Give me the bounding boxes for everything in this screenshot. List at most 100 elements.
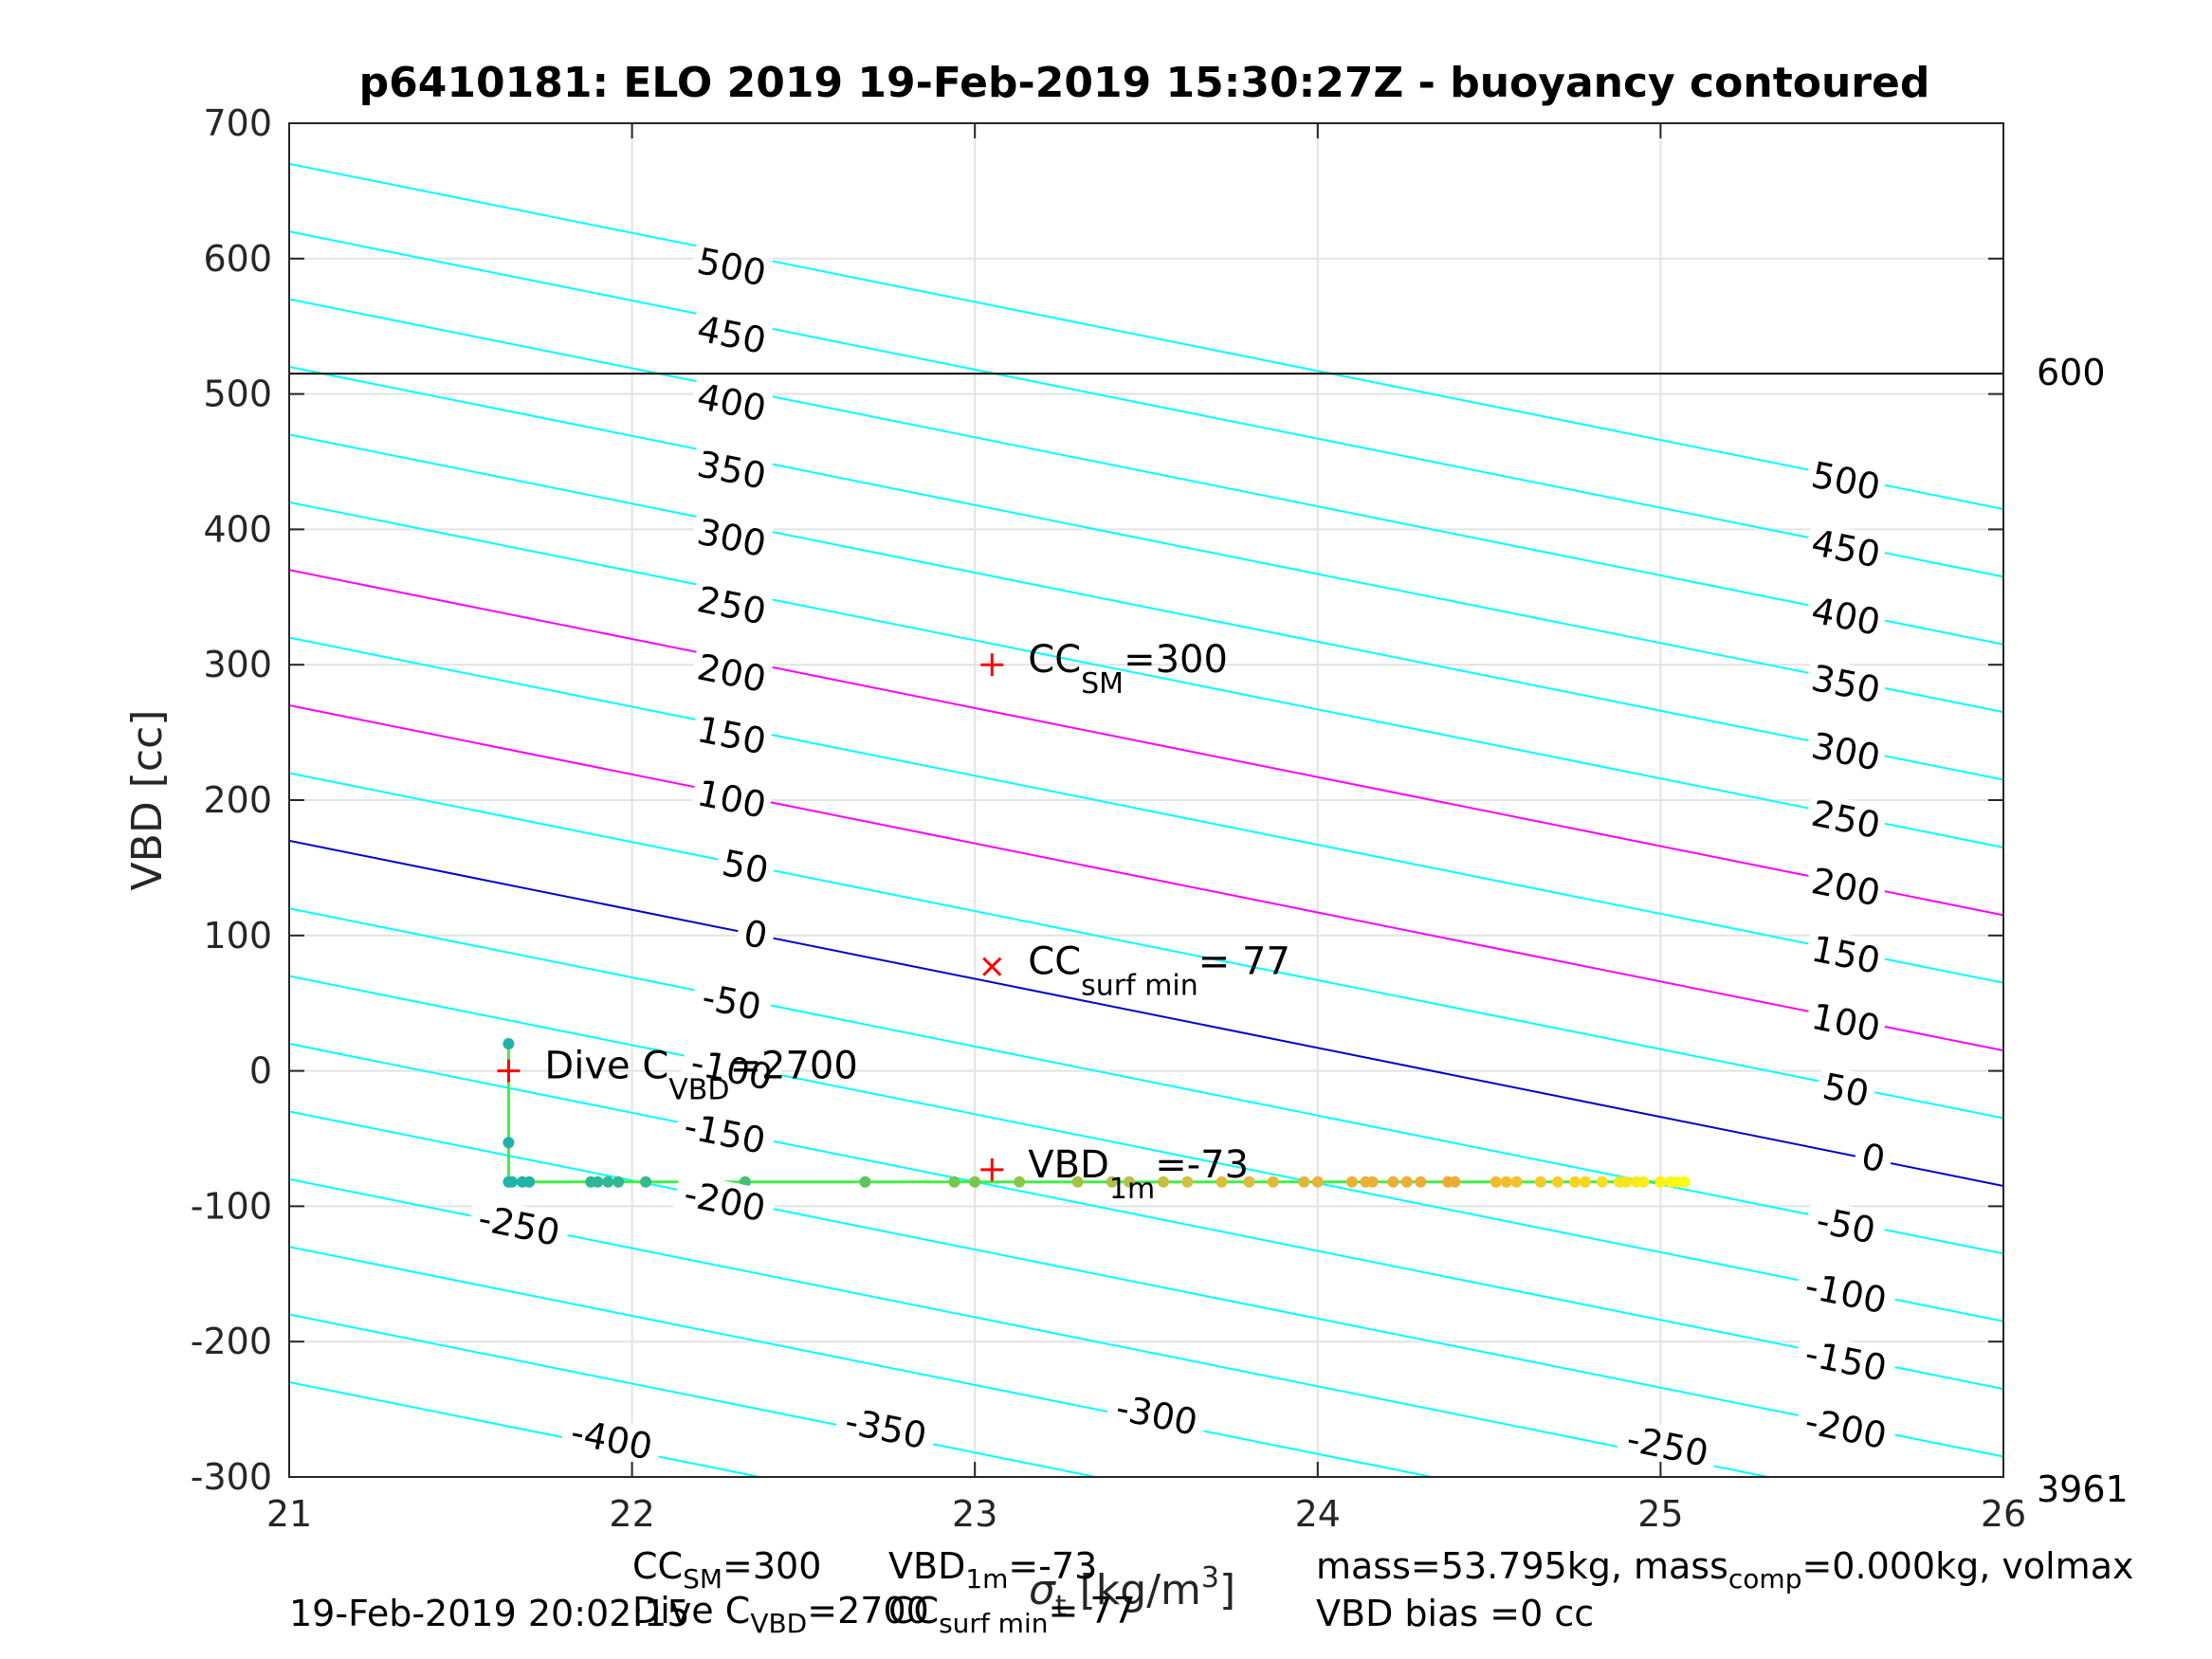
contour-label-right-bg <box>1803 1198 1889 1251</box>
contour-label-right-text: 50 <box>1819 1066 1873 1116</box>
contour-label-left-bg <box>689 374 775 428</box>
data-point <box>503 1137 515 1149</box>
y-tick-label: 0 <box>249 1050 272 1092</box>
data-point <box>640 1176 652 1188</box>
marker-label-main: CC <box>1028 940 1081 984</box>
footer-vbd-1m-main: VBD <box>888 1545 965 1587</box>
footer-vbd-1m-value: =-73 <box>1008 1545 1097 1587</box>
contour-label-left: 50 <box>713 841 777 892</box>
bottom-right-label: 3961 <box>2037 1468 2129 1510</box>
data-point <box>1267 1176 1279 1188</box>
contour-150 <box>289 636 2003 984</box>
contour-label-left-bg <box>466 1195 572 1253</box>
contour--250 <box>289 1177 1773 1477</box>
hline-right-label: 600 <box>2037 352 2106 393</box>
contour-label-right: 50 <box>1814 1065 1878 1116</box>
marker-label-sub: VBD <box>668 1074 729 1107</box>
contour-label-left-bg <box>689 443 775 496</box>
footer-cc-sm-value: =300 <box>722 1545 821 1587</box>
footer-dive-main: Dive C <box>632 1590 750 1632</box>
footer-date: 19-Feb-2019 20:02:15 <box>289 1593 690 1634</box>
contour-label-left-bg <box>689 772 775 825</box>
marker-label-value: = 77 <box>1198 940 1290 984</box>
y-tick-label: 500 <box>203 374 272 415</box>
data-point <box>1449 1176 1461 1188</box>
x-tick-label: 22 <box>609 1493 654 1535</box>
contour-label-left-bg <box>689 240 775 293</box>
y-tick-label: 700 <box>203 102 272 144</box>
data-point <box>1345 1176 1358 1188</box>
x-tick-label: 26 <box>1981 1493 2026 1535</box>
contour--100 <box>289 975 2003 1322</box>
y-tick-label: -100 <box>191 1185 272 1227</box>
marker-label-value: =2700 <box>729 1045 857 1088</box>
data-point <box>1243 1176 1255 1188</box>
marker-label-sub: surf min <box>1081 970 1198 1003</box>
marker-label-value: =300 <box>1124 638 1228 682</box>
data-point <box>1014 1176 1026 1188</box>
data-point <box>969 1176 981 1188</box>
contour-label-left-text: 50 <box>719 842 772 892</box>
chart-title: p6410181: ELO 2019 19-Feb-2019 15:30:27Z… <box>359 59 1930 107</box>
data-point <box>1071 1176 1084 1188</box>
y-tick-label: -300 <box>191 1456 272 1498</box>
contour-label-left-bg <box>689 975 775 1028</box>
contour--150 <box>289 1043 2003 1391</box>
footer-cc-sm: CCSM=300 <box>632 1545 821 1595</box>
contour-label-right-bg <box>1803 994 1889 1048</box>
data-point <box>1579 1176 1591 1188</box>
data-point <box>1596 1176 1608 1188</box>
contour-label-right-bg <box>1803 521 1889 574</box>
data-point <box>1366 1176 1379 1188</box>
footer-mass-main: mass=53.795kg, mass <box>1316 1545 1728 1587</box>
contour-label-left-bg <box>689 307 775 360</box>
contour-500 <box>289 162 2003 510</box>
contour-350 <box>289 366 2003 714</box>
contour--50 <box>289 907 2003 1255</box>
contour-label-left-bg <box>559 1410 665 1468</box>
footer-vbd-bias: VBD bias =0 cc <box>1316 1593 1594 1634</box>
data-point <box>1678 1176 1691 1188</box>
contour-label-left: 0 <box>734 911 777 957</box>
contour-label-right-bg <box>1794 1331 1898 1389</box>
data-point <box>506 1176 519 1188</box>
x-axis-label-unit: [kg/m <box>1067 1566 1201 1614</box>
footer-cc-sm-main: CC <box>632 1545 683 1587</box>
contour-label-left-bg <box>679 1040 784 1098</box>
contour-400 <box>289 298 2003 646</box>
footer-mass-value: =0.000kg, volmax <box>1801 1545 2133 1587</box>
contour-label-left-bg <box>689 646 775 699</box>
data-point <box>1400 1176 1413 1188</box>
contour-label-left: -300 <box>1105 1385 1210 1444</box>
data-point <box>1387 1176 1399 1188</box>
marker-x-b-1 <box>982 957 1002 976</box>
data-point <box>1569 1176 1581 1188</box>
x-tick-label: 24 <box>1295 1493 1341 1535</box>
contour-50 <box>289 772 2003 1120</box>
data-point <box>1551 1176 1563 1188</box>
data-point <box>1620 1176 1633 1188</box>
x-ticks: 21 22 23 24 25 26 <box>266 123 2026 1535</box>
x-axis-label-sub: t <box>1055 1590 1067 1623</box>
contour-label-left-bg <box>734 911 777 957</box>
contour-label-right-bg <box>1803 792 1889 846</box>
footer-dive-value: =2700 <box>807 1590 929 1632</box>
contour-label-right-bg <box>1803 589 1889 642</box>
x-tick-label: 23 <box>952 1493 997 1535</box>
contour-label-left-bg <box>689 578 775 631</box>
contour-450 <box>289 230 2003 578</box>
footer-dive-cvbd: Dive CVBD=2700 <box>632 1590 929 1639</box>
marker-label-sub: 1m <box>1109 1173 1155 1206</box>
data-point <box>948 1176 960 1188</box>
footer-cc-surf: CCsurf min= 77 <box>888 1590 1136 1639</box>
footer-cc-sm-sub: SM <box>683 1563 722 1595</box>
contour-100 <box>289 704 2003 1052</box>
contour-label-right-bg <box>1803 860 1889 913</box>
marker-label-value: =-73 <box>1155 1143 1249 1187</box>
marker-label-main: Dive C <box>544 1045 668 1088</box>
footer-cc-surf-main: CC <box>888 1590 939 1632</box>
x-axis-label-main: σ <box>1029 1566 1056 1614</box>
contour-300 <box>289 433 2003 781</box>
data-point <box>1158 1176 1170 1188</box>
